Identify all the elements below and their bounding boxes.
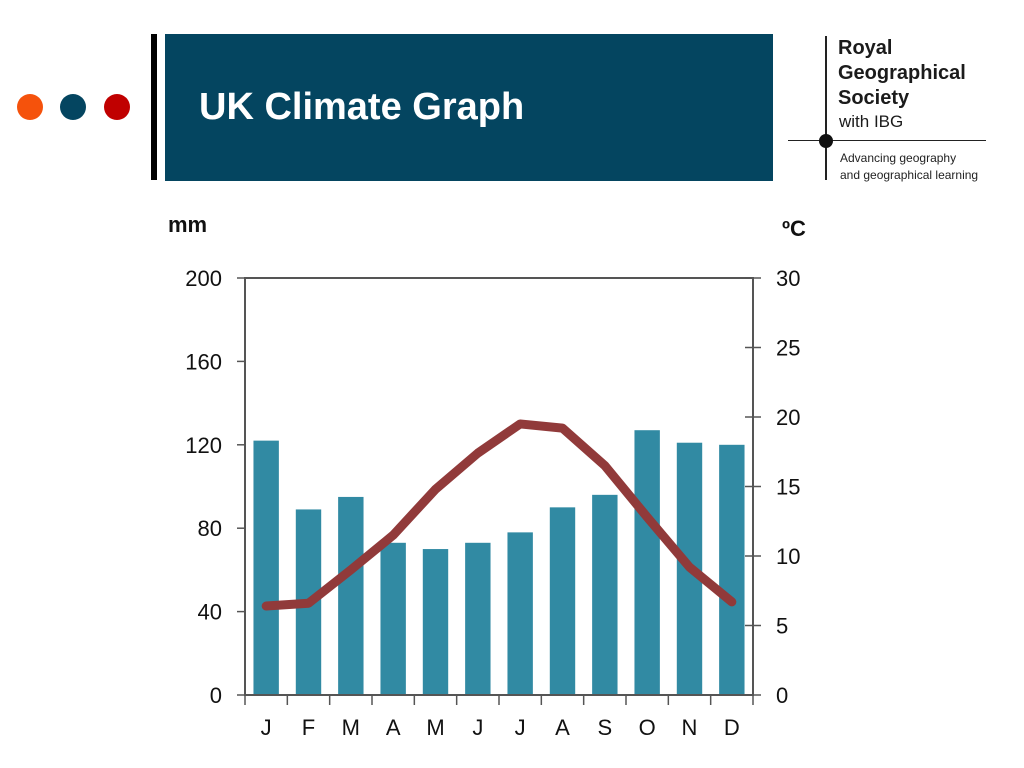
y-left-tick-label: 160 [185,349,222,374]
precip-bar-3 [338,496,364,695]
y-right-axis-unit: ºC [782,216,806,241]
temperature-point-6 [476,452,479,455]
temperature-point-3 [349,568,352,571]
precip-bar-4 [380,542,406,695]
red-dot [104,94,130,120]
page-title: UK Climate Graph [199,86,525,128]
temperature-point-4 [392,534,395,537]
temperature-point-2 [307,602,310,605]
temperature-point-7 [519,422,522,425]
x-tick-label-4: A [386,715,401,740]
logo-tagline: Advancing geography and geographical lea… [840,151,979,182]
x-tick-label-9: S [597,715,612,740]
y-right-tick-label: 20 [776,405,800,430]
precip-bar-7 [507,532,533,695]
y-right-tick-label: 10 [776,544,800,569]
x-tick-label-5: M [426,715,444,740]
temperature-point-1 [265,605,268,608]
logo-vertical-rule [825,36,827,180]
temperature-point-12 [730,600,733,603]
x-tick-label-8: A [555,715,570,740]
precip-bar-8 [549,507,576,695]
y-right-tick-label: 5 [776,614,788,639]
y-right-tick-label: 25 [776,336,800,361]
precip-bar-10 [634,430,660,695]
logo-name: Royal Geographical Society [838,37,966,109]
logo-dot [819,134,833,148]
header-band: UK Climate Graph [165,34,773,181]
logo-horizontal-rule [788,140,986,141]
x-tick-label-6: J [472,715,483,740]
precip-bar-6 [465,542,491,695]
y-right-tick-label: 15 [776,475,800,500]
temperature-point-10 [646,516,649,519]
y-left-tick-label: 0 [210,683,222,708]
y-left-tick-label: 200 [185,266,222,291]
logo-with: with IBG [839,112,904,131]
temperature-point-5 [434,488,437,491]
precip-bar-1 [253,440,279,695]
rgs-logo: Royal Geographical Society with IBG Adva… [788,36,1008,186]
y-left-tick-label: 40 [198,600,222,625]
temperature-point-9 [603,464,606,467]
precip-bar-9 [592,494,618,695]
teal-dot [60,94,86,120]
temperature-line [261,419,737,611]
orange-dot [17,94,43,120]
y-right-tick-label: 30 [776,266,800,291]
precip-bar-12 [719,444,745,695]
x-tick-label-1: J [261,715,272,740]
y-left-tick-label: 120 [185,433,222,458]
precip-bar-5 [422,549,449,695]
x-tick-label-10: O [639,715,656,740]
x-tick-label-12: D [724,715,740,740]
header-divider [151,34,157,180]
x-tick-label-11: N [682,715,698,740]
temperature-point-11 [688,566,691,569]
y-left-axis-unit: mm [168,212,207,237]
y-right-tick-label: 0 [776,683,788,708]
x-tick-label-7: J [515,715,526,740]
temperature-point-8 [561,427,564,430]
x-tick-label-2: F [302,715,315,740]
y-left-tick-label: 80 [198,516,222,541]
x-tick-label-3: M [342,715,360,740]
